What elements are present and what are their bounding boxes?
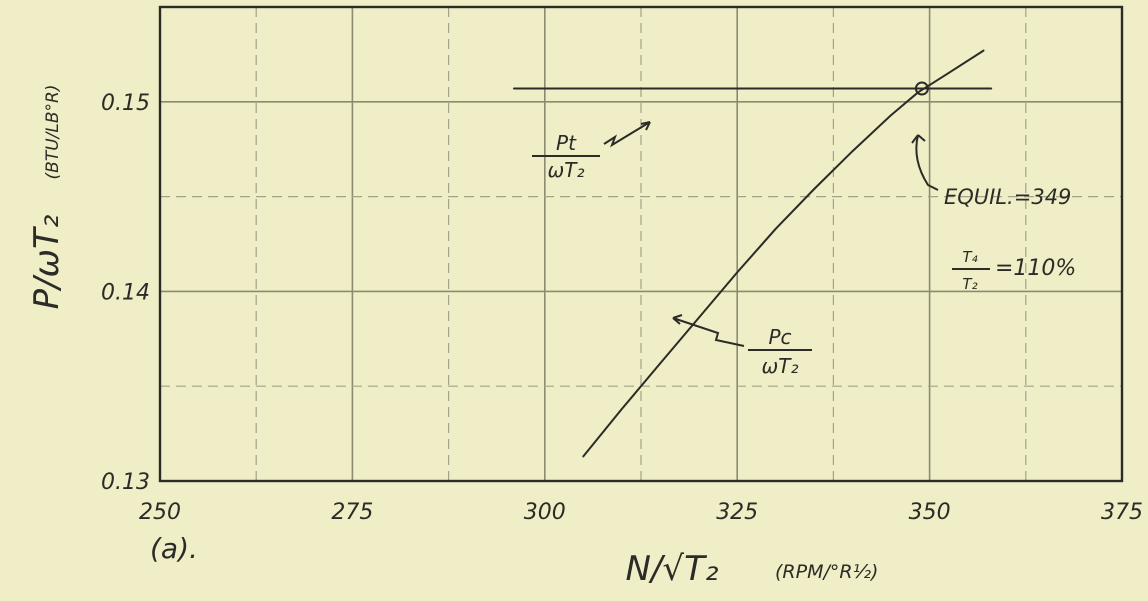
series-line-pc <box>582 49 985 458</box>
y-tick-label: 0.13 <box>101 470 150 495</box>
x-tick-label: 350 <box>909 500 951 525</box>
x-tick-label: 300 <box>524 500 566 525</box>
temperature-ratio-annotation: T₄ T₂ =110% <box>952 248 1076 293</box>
y-tick-label: 0.15 <box>101 91 150 116</box>
pt-label-numerator: Pt <box>556 131 577 155</box>
temp-ratio-denominator: T₂ <box>962 275 977 293</box>
equilibrium-annotation: EQUIL.=349 <box>911 134 1071 209</box>
y-axis-units: (BTU/LB°R) <box>43 85 63 180</box>
pt-series-label: Pt ωT₂ <box>532 121 651 182</box>
tick-labels: 250 275 300 325 350 375 0.13 0.14 0.15 <box>101 91 1143 525</box>
x-axis-units: (RPM/°R½) <box>775 561 878 583</box>
temp-ratio-numerator: T₄ <box>962 248 977 266</box>
pc-series-label: Pc ωT₂ <box>672 314 812 378</box>
pc-arrow <box>672 317 745 347</box>
equilibrium-label: EQUIL.=349 <box>944 185 1071 209</box>
panel-label: (a). <box>150 532 198 565</box>
x-tick-label: 325 <box>716 500 758 525</box>
series-lines <box>513 49 993 458</box>
y-axis-title: P/ωT₂ <box>27 214 67 309</box>
plot-border <box>158 5 1124 483</box>
x-tick-label: 375 <box>1101 500 1143 525</box>
pc-label-denominator: ωT₂ <box>762 354 799 378</box>
x-axis-label: N/√T₂ (RPM/°R½) <box>626 549 879 589</box>
plot-frame <box>158 5 1124 483</box>
pt-arrow <box>603 121 651 148</box>
pc-label-numerator: Pc <box>768 325 791 349</box>
x-axis-title: N/√T₂ <box>626 549 719 589</box>
temp-ratio-value: =110% <box>995 256 1076 281</box>
x-tick-label: 250 <box>139 500 181 525</box>
y-axis-label: P/ωT₂ (BTU/LB°R) <box>27 85 67 310</box>
y-tick-label: 0.14 <box>101 280 150 305</box>
x-tick-label: 275 <box>331 500 373 525</box>
equilibrium-marker <box>914 81 929 96</box>
pt-label-denominator: ωT₂ <box>548 158 585 182</box>
grid-lines <box>160 7 1122 481</box>
